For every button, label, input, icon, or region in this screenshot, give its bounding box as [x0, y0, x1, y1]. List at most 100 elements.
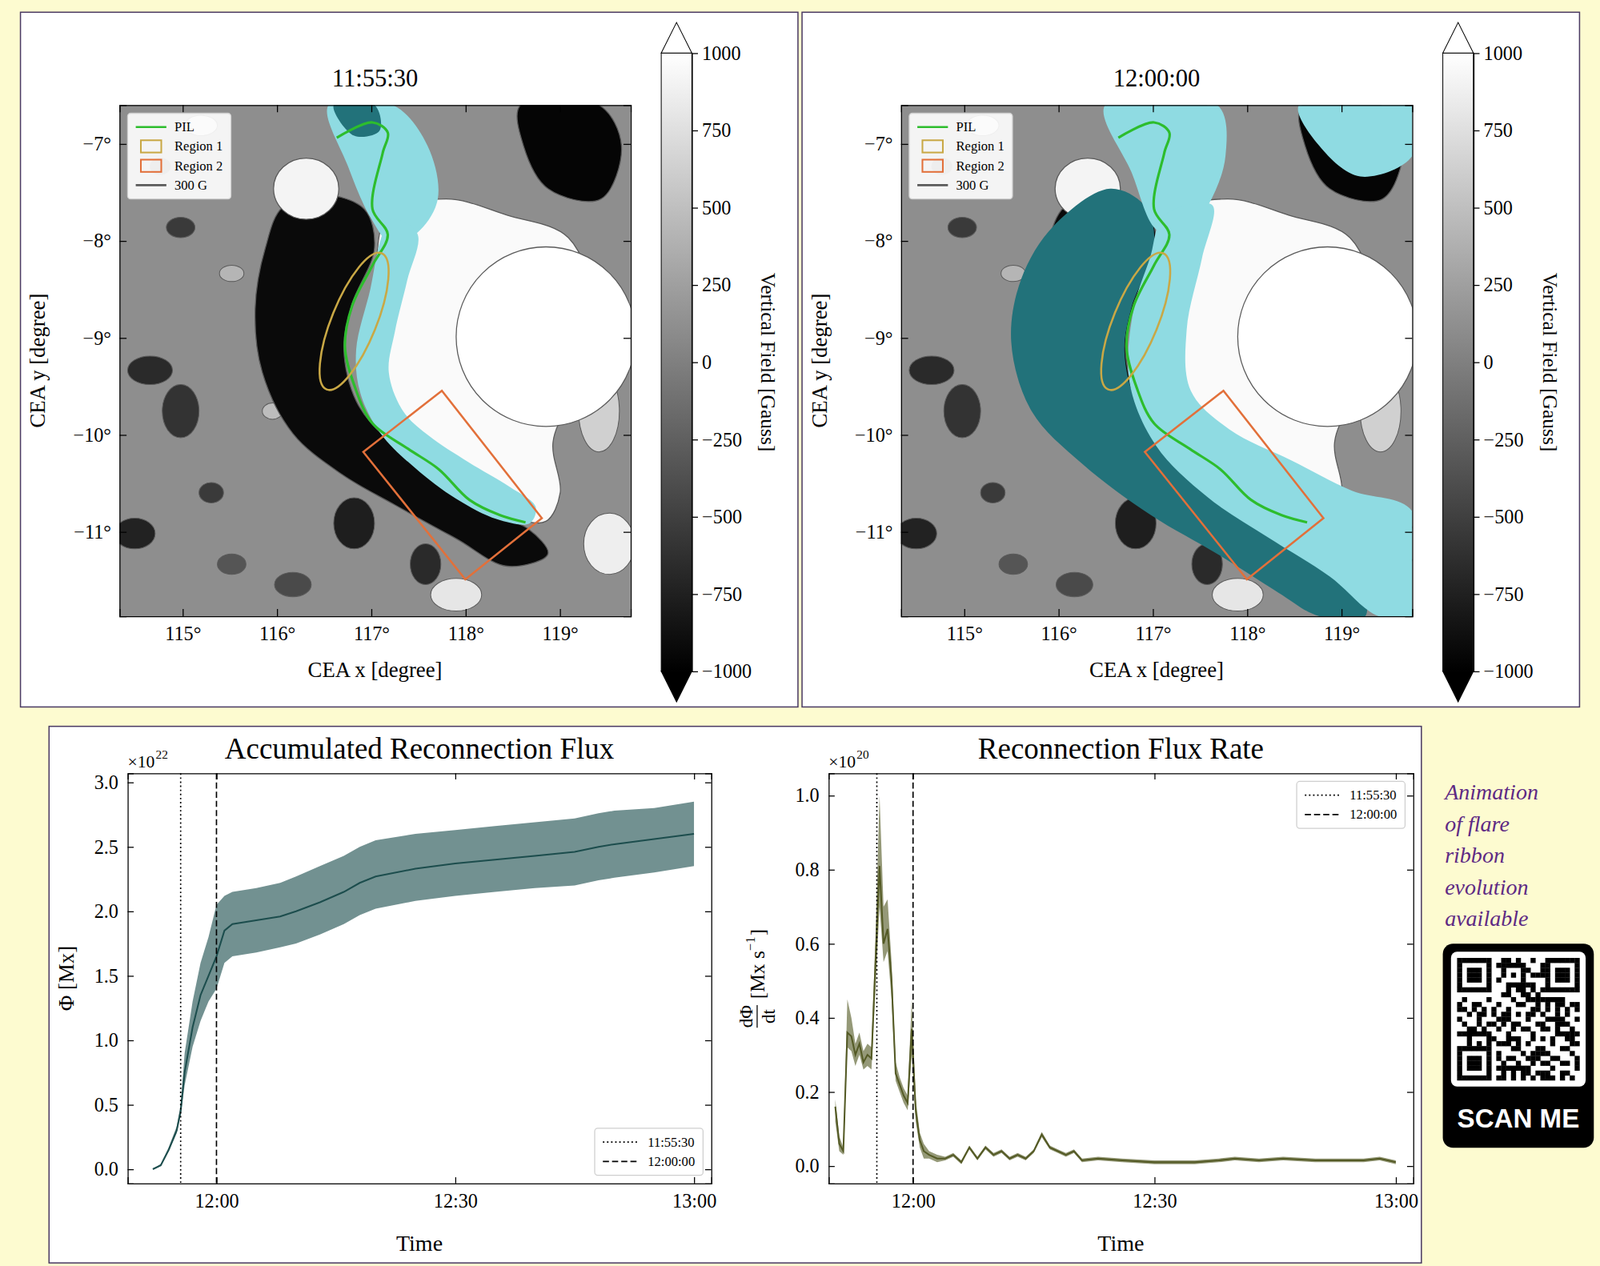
field-patch [980, 482, 1006, 503]
qr-module [1535, 1022, 1540, 1027]
tick-label: 500 [701, 196, 731, 219]
qr-module [1564, 1036, 1570, 1042]
qr-module [1471, 987, 1477, 993]
qr-module [1495, 1066, 1501, 1071]
qr-module [1545, 1002, 1551, 1007]
field-patch [274, 572, 312, 598]
tick-label: 118° [1229, 622, 1266, 645]
qr-module [1525, 1055, 1531, 1061]
tick-mark [127, 1169, 134, 1171]
flare-ribbon [1298, 104, 1413, 177]
tick-label: −11° [73, 521, 112, 543]
panel-frame [802, 12, 1580, 707]
y-axis-right-tick [705, 911, 712, 913]
legend-swatch [140, 160, 161, 173]
y-axis-right-tick [705, 1040, 712, 1042]
chart-title: 12:00:00 [1113, 64, 1201, 93]
tick-mark [705, 846, 712, 848]
qr-module [1491, 1022, 1496, 1027]
y-axis-right-tick [1404, 144, 1412, 145]
colorbar-axis-tick: 1000 [1473, 42, 1523, 65]
qr-module [1555, 1031, 1560, 1037]
tick-mark [119, 144, 127, 145]
legend-label: Region 2 [174, 158, 223, 174]
field-patch [166, 217, 196, 238]
tick-mark [182, 609, 184, 617]
qr-module [1564, 1011, 1570, 1017]
qr-module [1559, 967, 1565, 973]
tick-mark [705, 911, 712, 913]
qr-module [1495, 1041, 1501, 1047]
tick-label: 117° [353, 622, 390, 645]
tick-mark [1341, 609, 1343, 617]
qr-module [1574, 1002, 1580, 1007]
field-patch [127, 356, 173, 385]
tick-mark [691, 130, 698, 132]
qr-module [1564, 972, 1570, 978]
tick-label: −11° [855, 521, 894, 543]
qr-module [1501, 1061, 1507, 1067]
legend-item: Region 2 [922, 158, 1004, 174]
qr-module [1471, 977, 1477, 983]
qr-module [1539, 1036, 1545, 1042]
legend-label: 300 G [174, 177, 208, 193]
x-axis-tick: 117° [1134, 609, 1171, 645]
tick-mark [1341, 104, 1343, 113]
colorbar-axis-tick: 250 [691, 273, 731, 296]
tick-mark [1407, 943, 1414, 945]
qr-module [1569, 958, 1575, 963]
field-patch [162, 384, 200, 438]
tick-mark [1473, 593, 1480, 595]
qr-module [1539, 1070, 1545, 1076]
tick-label: 119° [542, 622, 579, 645]
qr-module [1501, 1075, 1507, 1081]
legend-label: 12:00:00 [647, 1154, 695, 1170]
qr-module [1559, 1022, 1565, 1027]
qr-module [1467, 1055, 1472, 1061]
qr-module [1501, 992, 1507, 998]
tick-mark [691, 593, 698, 595]
chart-title: Accumulated Reconnection Flux [224, 732, 615, 766]
qr-module [1539, 1011, 1545, 1017]
magnetogram [901, 104, 1413, 617]
qr-module [1515, 1036, 1521, 1042]
x-axis: 115°116°117°118°119° [120, 609, 632, 645]
qr-module [1467, 1041, 1472, 1047]
tick-mark [964, 104, 966, 113]
qr-module [1491, 1036, 1496, 1042]
y-axis-title-part: dt [758, 1009, 779, 1024]
qr-module [1574, 962, 1580, 968]
tspan: ribbon [1444, 842, 1505, 868]
legend-swatch [917, 184, 948, 187]
qr-module [1511, 1066, 1516, 1071]
tick-label: −250 [701, 428, 742, 450]
qr-module [1574, 972, 1580, 978]
field-patch [219, 264, 245, 281]
qr-module [1476, 987, 1482, 993]
qr-module [1481, 958, 1487, 963]
tick-mark [691, 517, 698, 518]
y-axis-right-tick [1407, 795, 1414, 797]
tick-mark [1395, 773, 1397, 780]
y-axis-title: Φ [Mx] [54, 946, 79, 1011]
qr-module [1456, 1061, 1462, 1067]
legend: 11:55:3012:00:00 [1296, 781, 1405, 829]
sunspot [456, 246, 631, 426]
qr-module [1486, 982, 1492, 988]
tick-mark [1473, 671, 1480, 673]
x-axis-tick: 115° [946, 609, 983, 645]
tick-mark [1473, 52, 1480, 54]
qr-module [1525, 992, 1531, 998]
qr-module [1471, 958, 1477, 963]
qr-module [1495, 977, 1501, 983]
tick-mark [623, 240, 631, 242]
marker-line [876, 773, 879, 1183]
qr-module [1559, 972, 1565, 978]
qr-module [1555, 1002, 1560, 1007]
x-axis-top-line [829, 773, 1414, 780]
x-axis-top-tick [1341, 104, 1343, 113]
y-axis: −7°−8°−9°−10°−11° [854, 105, 909, 618]
y-axis-right [705, 773, 712, 1184]
qr-module [1550, 997, 1556, 1003]
qr-module [1456, 1016, 1462, 1022]
